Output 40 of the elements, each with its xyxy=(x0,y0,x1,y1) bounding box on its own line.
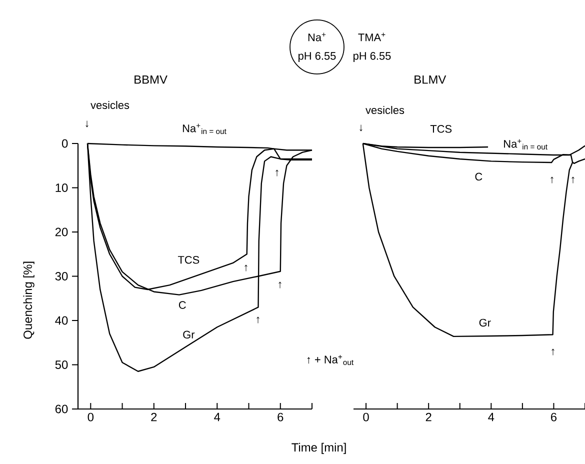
x-tick-label: 0 xyxy=(88,412,94,422)
text: vesicles xyxy=(90,100,130,110)
x-tick-label: 2 xyxy=(151,412,157,422)
x-tick-label: 2 xyxy=(426,412,432,422)
series-label: Gr xyxy=(479,318,491,327)
series-label: C xyxy=(475,172,482,181)
annotation: ↑ xyxy=(276,170,278,176)
series-label: C xyxy=(178,301,186,309)
x-tick-label: 6 xyxy=(278,412,284,422)
annotation: ↑ xyxy=(572,176,574,184)
text: pH 6.55 xyxy=(354,52,391,62)
series-label: TCS xyxy=(178,256,200,264)
series-label: TCS xyxy=(430,125,452,133)
annotation: ↑ xyxy=(550,176,554,184)
text: vesicles xyxy=(366,106,404,114)
annotation: ↑ xyxy=(244,264,248,272)
y-tick-label: 0 xyxy=(62,139,68,148)
series-label: Gr xyxy=(183,330,195,339)
y-tick-label: 10 xyxy=(56,184,68,192)
y-tick-label: 60 xyxy=(55,404,68,414)
chart-title: BLMV xyxy=(414,75,446,84)
chart-title: BBMV xyxy=(134,75,168,84)
y-tick-label: 20 xyxy=(55,228,68,236)
x-tick-label: 4 xyxy=(214,412,220,422)
text: pH 6.55 xyxy=(298,52,336,62)
y-tick-label: 50 xyxy=(55,360,68,369)
annotation: ↑ xyxy=(256,316,260,324)
text: ↓ xyxy=(86,120,88,128)
x-tick-label: 0 xyxy=(363,412,369,422)
y-tick-label: 30 xyxy=(55,272,68,280)
text: ↓ xyxy=(360,124,362,132)
annotation: ↑ xyxy=(552,348,554,356)
x-tick-label: 6 xyxy=(551,412,557,422)
x-axis-title: Time [min] xyxy=(292,442,346,454)
y-tick-label: 40 xyxy=(55,316,68,325)
x-tick-label: 4 xyxy=(488,412,494,422)
annotation: ↑ xyxy=(278,282,282,288)
text: TMA$^{+}$ xyxy=(358,32,386,42)
text: Na$^{+}$ xyxy=(308,32,326,42)
y-axis-title: Quenching [%] xyxy=(23,262,34,339)
